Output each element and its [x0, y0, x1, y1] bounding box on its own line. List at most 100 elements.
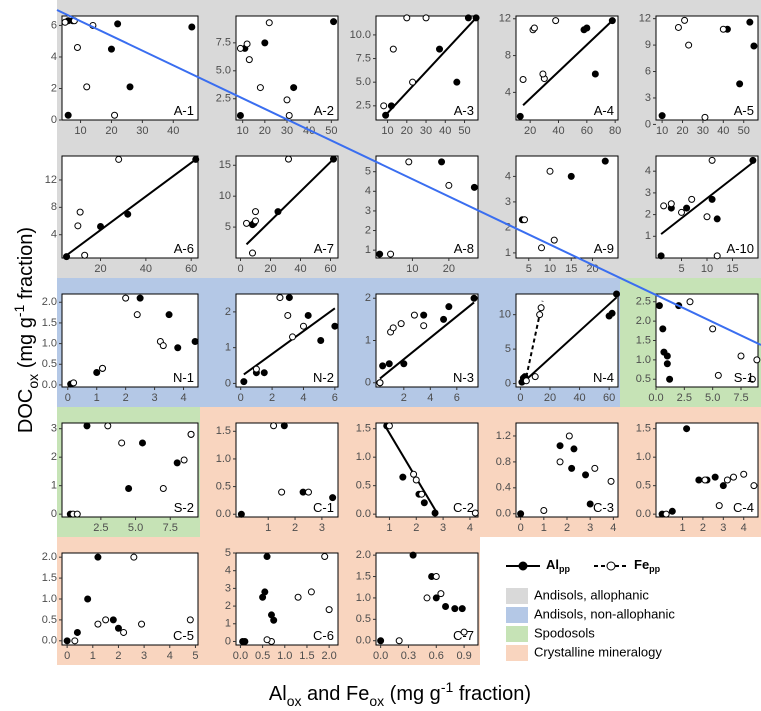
point — [709, 325, 717, 333]
point — [667, 200, 675, 208]
x-tick-label: 3 — [319, 522, 325, 534]
y-tick-label: 2.0 — [636, 315, 651, 327]
y-tick-label: 2 — [225, 306, 231, 318]
x-tick-label: 15 — [726, 263, 738, 275]
point — [750, 42, 758, 50]
point — [329, 494, 337, 502]
plot-area — [61, 15, 199, 121]
point — [304, 311, 312, 319]
x-tick-label: 50 — [738, 125, 750, 137]
y-tick-label: 0.5 — [356, 480, 371, 492]
point — [683, 204, 691, 212]
fit-line — [379, 301, 475, 380]
y-tick-label: 10 — [499, 309, 511, 321]
point — [701, 113, 709, 121]
point — [240, 378, 248, 386]
x-tick-label: 4 — [610, 522, 616, 534]
legend-marker — [606, 561, 616, 571]
y-tick-label: 0.0 — [216, 508, 231, 520]
y-tick-label: 2 — [365, 224, 371, 236]
point — [436, 45, 444, 53]
y-tick-label: 0.0 — [356, 635, 371, 647]
y-tick-label: 4 — [51, 51, 57, 63]
point — [740, 470, 748, 478]
x-tick-label: 0 — [238, 392, 244, 404]
point — [570, 445, 578, 453]
x-tick-label: 20 — [524, 125, 536, 137]
x-tick-label: 2 — [123, 392, 129, 404]
point — [583, 24, 591, 32]
x-tick-label: 15 — [565, 263, 577, 275]
panel-label: A-7 — [314, 241, 334, 256]
x-tick-label: 0.6 — [429, 650, 444, 662]
y-tick-label: 0.0 — [42, 379, 57, 391]
axis-title-part: DOC — [15, 389, 37, 433]
point — [387, 102, 395, 110]
legend-box — [490, 540, 761, 665]
x-tick-label: 1 — [679, 522, 685, 534]
x-tick-label: 4 — [467, 522, 473, 534]
point — [285, 112, 293, 120]
x-tick-label: 40 — [717, 125, 729, 137]
point — [330, 155, 337, 163]
y-tick-label: 1 — [225, 618, 231, 630]
point — [125, 485, 133, 493]
plot-area — [515, 15, 619, 121]
point — [317, 337, 325, 344]
point — [522, 377, 530, 385]
axis-title-part: (mg g — [384, 683, 441, 705]
point — [61, 18, 69, 26]
y-tick-label: 6 — [51, 19, 57, 31]
point — [99, 364, 107, 372]
plot-area — [515, 293, 619, 388]
point — [540, 507, 548, 515]
point — [97, 223, 105, 231]
point — [252, 208, 259, 216]
x-tick-label: 30 — [420, 125, 432, 137]
point — [516, 112, 524, 120]
axis-title-part: ox — [287, 693, 302, 709]
point — [285, 155, 292, 163]
point — [431, 509, 439, 517]
x-tick-label: 1.5 — [299, 650, 314, 662]
point — [750, 482, 758, 490]
x-tick-label: 20 — [443, 263, 455, 275]
panels: 102030400246A-110203040502.55.07.5A-2102… — [42, 13, 761, 662]
panel-label: N-1 — [173, 370, 194, 385]
point — [423, 594, 431, 602]
y-tick-label: 6 — [645, 65, 651, 77]
point — [93, 369, 101, 377]
panel-label: A-2 — [314, 103, 334, 118]
point — [261, 39, 269, 47]
y-tick-label: 8 — [51, 201, 57, 213]
y-tick-label: 7.5 — [216, 37, 231, 49]
point — [666, 375, 674, 383]
panel: 0 1 2 3 4 0.0 0.4 0.8 1.2 C-3 — [496, 422, 619, 534]
point — [565, 432, 573, 440]
y-tick-label: 1 — [645, 230, 651, 242]
point — [521, 216, 528, 224]
y-tick-label: 1.5 — [216, 425, 231, 437]
x-tick-label: 1 — [541, 522, 547, 534]
point — [655, 302, 663, 310]
y-tick-label: 10.0 — [350, 29, 371, 41]
point — [294, 593, 302, 601]
plot-area — [235, 552, 339, 646]
legend-name: Al — [546, 557, 559, 572]
y-tick-label: 1.5 — [42, 572, 57, 584]
panel-label: A-1 — [174, 103, 194, 118]
x-tick-label: 20 — [264, 263, 276, 275]
y-tick-label: 0 — [225, 377, 231, 389]
x-tick-label: 0 — [237, 263, 243, 275]
y-tick-label: 0 — [505, 377, 511, 389]
point — [668, 507, 676, 515]
point — [410, 311, 418, 319]
point — [256, 84, 264, 92]
point — [278, 488, 286, 496]
x-tick-label: 6 — [454, 392, 460, 404]
y-tick-label: 2 — [645, 209, 651, 221]
point — [84, 595, 92, 603]
point — [464, 14, 472, 22]
point — [283, 96, 291, 104]
